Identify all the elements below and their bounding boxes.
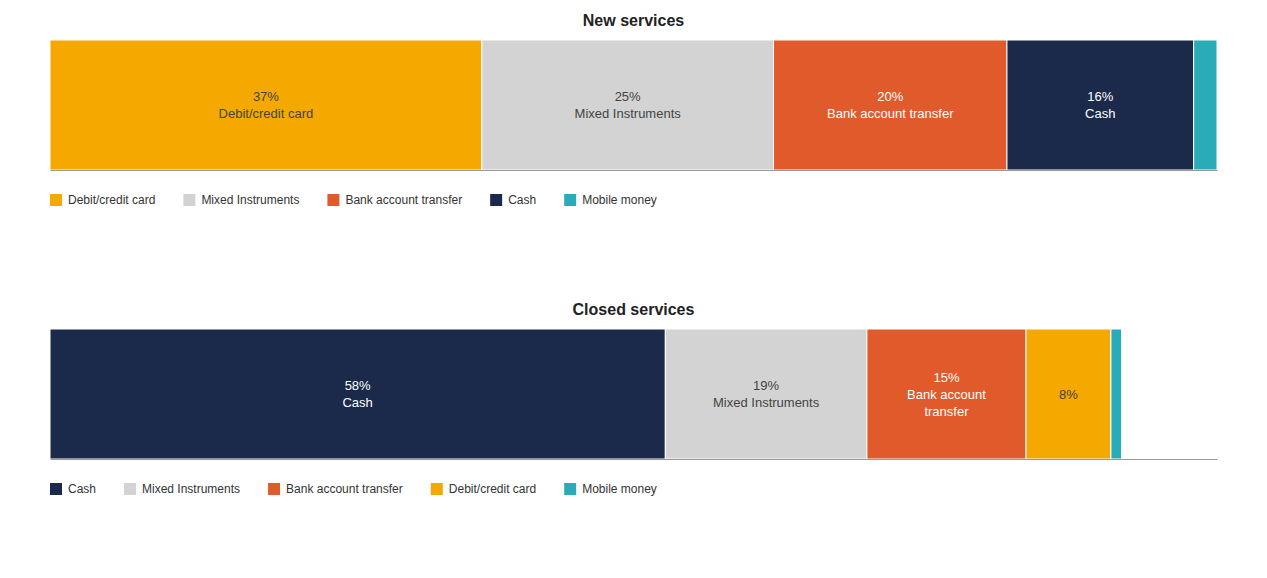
data-label: 16%Cash	[1085, 89, 1115, 121]
legend-swatch	[564, 194, 576, 206]
chart-title: Closed services	[573, 301, 695, 318]
legend-swatch	[124, 483, 136, 495]
legend-swatch	[490, 194, 502, 206]
legend-item: Debit/credit card	[431, 482, 536, 496]
chart-canvas: New services 37%Debit/credit card 25%Mixed…	[0, 0, 1267, 578]
chart-panel: Closed services 58%Cash 19%Mixed Instrumen…	[50, 301, 1218, 496]
legend-swatch	[327, 194, 339, 206]
bar-segment	[50, 329, 665, 459]
chart-title: New services	[583, 12, 685, 29]
bars	[50, 329, 1122, 459]
data-label: 25%Mixed Instruments	[575, 89, 682, 121]
x-axis	[51, 170, 1218, 171]
legend-item: Mixed Instruments	[183, 193, 299, 207]
legend-swatch	[268, 483, 280, 495]
legend-swatch	[50, 194, 62, 206]
x-axis-line	[51, 459, 1218, 460]
bar-segment	[665, 329, 867, 459]
plot-area: 58%Cash 19%Mixed Instruments 15%Bank accou…	[50, 329, 1218, 460]
bar-segment	[1007, 40, 1194, 170]
legend-item: Cash	[50, 482, 96, 496]
legend-label: Mixed Instruments	[201, 193, 299, 207]
legend-label: Bank account transfer	[345, 193, 462, 207]
legend-swatch	[431, 483, 443, 495]
legend-label: Debit/credit card	[449, 482, 536, 496]
legend: Debit/credit card Mixed Instruments Bank a…	[50, 193, 657, 207]
chart-panel: New services 37%Debit/credit card 25%Mixed…	[50, 12, 1218, 207]
legend-item: Mobile money	[564, 482, 657, 496]
bar-segment	[1194, 40, 1217, 170]
bar-segment	[50, 40, 482, 170]
legend-item: Cash	[490, 193, 536, 207]
data-label: 19%Mixed Instruments	[713, 378, 820, 410]
bar-segment	[1026, 329, 1111, 459]
legend-item: Mobile money	[564, 193, 657, 207]
x-axis	[51, 459, 1218, 460]
data-labels: 58%Cash 19%Mixed Instruments 15%Bank accou…	[342, 370, 1078, 419]
legend-item: Bank account transfer	[268, 482, 403, 496]
x-axis-line	[51, 170, 1218, 171]
legend-label: Cash	[68, 482, 96, 496]
legend-label: Bank account transfer	[286, 482, 403, 496]
legend-swatch	[183, 194, 195, 206]
bar-segment	[1111, 329, 1122, 459]
legend-label: Mobile money	[582, 193, 657, 207]
data-labels: 37%Debit/credit card 25%Mixed Instruments…	[219, 89, 1116, 121]
bar-segment	[867, 329, 1026, 459]
bars	[50, 40, 1217, 170]
bar-segment	[774, 40, 1007, 170]
data-label: 20%Bank account transfer	[827, 89, 954, 121]
legend-item: Debit/credit card	[50, 193, 155, 207]
legend-item: Bank account transfer	[327, 193, 462, 207]
legend-label: Cash	[508, 193, 536, 207]
bar-segment	[482, 40, 774, 170]
data-label: 58%Cash	[342, 378, 372, 410]
data-label: 15%Bank accounttransfer	[907, 370, 986, 419]
data-label: 37%Debit/credit card	[219, 89, 314, 121]
legend: Cash Mixed Instruments Bank account transf…	[50, 482, 657, 496]
plot-area: 37%Debit/credit card 25%Mixed Instruments…	[50, 40, 1218, 171]
legend-item: Mixed Instruments	[124, 482, 240, 496]
legend-swatch	[564, 483, 576, 495]
legend-label: Debit/credit card	[68, 193, 155, 207]
legend-label: Mobile money	[582, 482, 657, 496]
legend-swatch	[50, 483, 62, 495]
legend-label: Mixed Instruments	[142, 482, 240, 496]
data-label: 8%	[1059, 387, 1078, 402]
